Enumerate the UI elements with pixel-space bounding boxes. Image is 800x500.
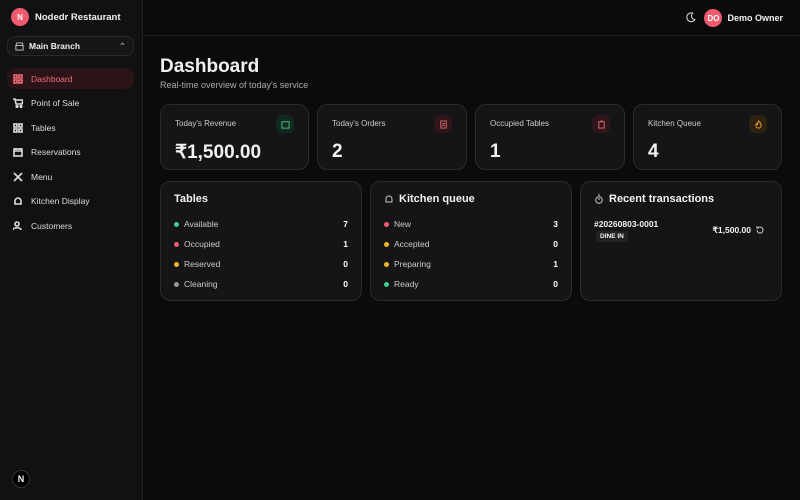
nav-label: Kitchen Display (31, 196, 90, 206)
theme-toggle[interactable] (685, 12, 696, 23)
stat-value: ₹1,500.00 (175, 142, 262, 163)
nav-label: Menu (31, 171, 53, 182)
row-label: Accepted (394, 239, 430, 249)
row-label: Occupied (184, 239, 220, 249)
row-label: New (394, 219, 412, 229)
stat-card: Today's Orders 2 (317, 104, 467, 170)
user-menu[interactable]: DO Demo Owner (704, 9, 783, 27)
panel-title: Recent transactions (594, 193, 714, 205)
row-count: 0 (343, 279, 348, 289)
kitchen-panel: Kitchen queue New 3 Accepted 0 Preparing 1 … (370, 181, 572, 301)
panel-title-text: Recent transactions (609, 193, 715, 205)
stat-label: Kitchen Queue (648, 119, 701, 128)
page-title: Dashboard (160, 56, 260, 77)
stat-card: Occupied Tables 1 (475, 104, 625, 170)
nav: Dashboard Point of Sale Tables Reservati… (7, 68, 134, 240)
nav-label: Dashboard (31, 73, 73, 84)
chevron: ⌃ (118, 40, 126, 51)
stat-value: 2 (332, 141, 343, 162)
brand[interactable]: N Nodedr Restaurant (11, 8, 121, 26)
nav-label: Tables (31, 122, 56, 133)
refund-button[interactable] (755, 225, 765, 235)
top-bar: DO Demo Owner (143, 0, 800, 36)
status-row: Cleaning 0 (174, 279, 348, 289)
branch-name: Main Branch (29, 41, 81, 51)
row-count: 0 (553, 279, 558, 289)
row-count: 1 (343, 239, 348, 249)
status-row: Available 7 (174, 219, 348, 229)
nav-item[interactable]: Customers (7, 215, 134, 236)
row-count: 0 (553, 239, 558, 249)
nav-item[interactable]: Kitchen Display (7, 191, 134, 212)
stat-card: Kitchen Queue 4 (633, 104, 782, 170)
nav-item[interactable]: Dashboard (7, 68, 134, 89)
user-avatar: DO (704, 9, 723, 27)
nav-item[interactable]: Menu (7, 166, 134, 187)
stat-icon (434, 115, 452, 133)
nav-item[interactable]: Point of Sale (7, 93, 134, 114)
branch-icon (15, 41, 24, 51)
sidebar: N Nodedr Restaurant Main Branch ⌃ Dashboar… (0, 0, 143, 500)
panel-title: Tables (174, 193, 209, 205)
status-row: Occupied 1 (174, 239, 348, 249)
stat-value: 1 (490, 141, 501, 162)
row-label: Reserved (184, 259, 221, 269)
row-count: 1 (553, 259, 558, 269)
nav-label: Point of Sale (31, 98, 80, 108)
panel-title-text: Kitchen queue (399, 193, 475, 205)
status-row: Preparing 1 (384, 259, 558, 269)
footer-badge: N (12, 470, 30, 488)
user-name: Demo Owner (727, 13, 783, 23)
transaction-amount: ₹1,500.00 (712, 225, 752, 235)
brand-avatar: N (11, 8, 29, 26)
transaction-id[interactable]: #20260803-0001 (594, 219, 659, 229)
order-type-tag: DINE IN (596, 231, 628, 242)
row-count: 0 (343, 259, 348, 269)
stat-card: Today's Revenue ₹1,500.00 (160, 104, 309, 170)
status-row: Accepted 0 (384, 239, 558, 249)
stat-icon (592, 115, 610, 133)
branch-select[interactable]: Main Branch ⌃ (7, 36, 134, 56)
status-row: New 3 (384, 219, 558, 229)
stat-icon (749, 115, 767, 133)
tables-panel: Tables Available 7 Occupied 1 Reserved 0 Cl… (160, 181, 362, 301)
panel-title: Kitchen queue (384, 193, 475, 205)
stat-label: Today's Revenue (175, 119, 237, 128)
stat-value: 4 (648, 141, 659, 162)
nav-item[interactable]: Tables (7, 117, 134, 138)
status-row: Ready 0 (384, 279, 558, 289)
nav-label: Customers (31, 220, 73, 231)
row-count: 3 (553, 219, 558, 229)
row-label: Preparing (394, 259, 431, 269)
transactions-panel: Recent transactions #20260803-0001 DINE … (580, 181, 782, 301)
status-row: Reserved 0 (174, 259, 348, 269)
row-label: Available (184, 219, 219, 229)
row-count: 7 (343, 219, 348, 229)
nav-label: Reservations (31, 147, 81, 157)
row-label: Ready (394, 279, 419, 289)
nav-item[interactable]: Reservations (7, 142, 134, 163)
stat-label: Occupied Tables (490, 119, 549, 128)
page-subtitle: Real-time overview of today's service (160, 80, 309, 90)
stat-icon (276, 115, 294, 133)
brand-name: Nodedr Restaurant (35, 11, 121, 23)
row-label: Cleaning (184, 279, 218, 289)
stat-label: Today's Orders (332, 119, 386, 128)
